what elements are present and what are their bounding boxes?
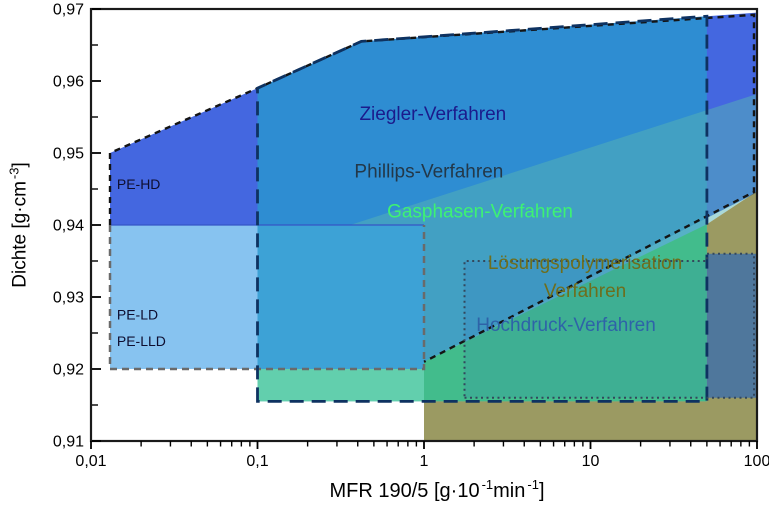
region-fill-gasphasen-verfahren-1 [257,224,707,402]
pe-type-label-pe-ld: PE-LD [117,306,158,322]
pe-type-label-pe-lld: PE-LLD [117,333,166,349]
region-label-gasphasen-verfahren: Gasphasen-Verfahren [387,201,573,222]
region-fill-gasphasen-verfahren-2 [424,224,707,402]
y-tick-label: 0,93 [53,290,84,307]
x-axis-title-sup1: -1 [481,477,494,493]
x-tick-label: 0,1 [246,453,268,470]
region-fill-loesungspolymerisation-verfahren [424,191,757,441]
pe-type-label-pe-hd: PE-HD [117,176,161,192]
y-tick-label: 0,97 [53,2,84,19]
region-fill-gasphasen-verfahren [350,94,757,362]
x-tick-label: 10 [582,453,600,470]
region-label-ziegler-verfahren: Ziegler-Verfahren [359,104,506,125]
region-label-hochdruck-verfahren: Hochdruck-Verfahren [476,315,656,336]
region-border-phillips-verfahren [256,14,709,403]
region-label-phillips-verfahren: Phillips-Verfahren [354,162,503,183]
x-axis-title-sup2: -1 [527,477,539,493]
region-label-loesungspolymerisation-verfahren-1: Verfahren [544,281,626,302]
x-axis-title-mid: min [493,479,526,502]
y-tick-label: 0,95 [53,146,84,163]
y-tick-label: 0,92 [53,362,84,379]
x-tick-label: 0,01 [75,453,106,470]
y-tick-label: 0,94 [53,218,84,235]
x-tick-label: 1 [420,453,429,470]
region-border-pe-ld-lld-area [108,225,426,371]
y-axis-title-text: Dichte [g·cm [9,181,31,288]
region-label-loesungspolymerisation-verfahren: Lösungspolymerisation [488,253,682,274]
y-axis-title-sup: -3 [6,167,22,180]
x-axis-title: MFR 190/5 [g·10 -1min -1] [330,477,545,503]
x-axis-title-text: MFR 190/5 [g·10 [329,479,480,502]
region-fill-hochdruck-verfahren-1 [706,253,757,398]
x-axis-title-close: ] [538,479,545,502]
region-fill-hochdruck-verfahren [464,261,707,398]
y-tick-label: 0,91 [53,434,84,451]
x-tick-label: 100 [744,453,769,470]
y-tick-label: 0,96 [53,74,84,91]
y-axis-title: Dichte [g·cm-3] [6,162,31,287]
y-axis-title-close: ] [9,162,31,168]
